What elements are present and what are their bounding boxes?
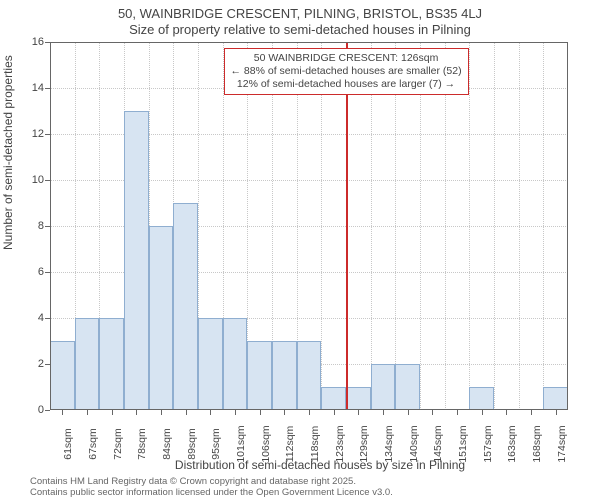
x-tick-label: 174sqm [556,425,568,462]
gridline-v [469,42,470,410]
x-tick-mark [457,410,458,415]
x-tick-mark [136,410,137,415]
histogram-bar [75,318,100,410]
x-tick-mark [358,410,359,415]
histogram-bar [173,203,198,410]
y-tick-label: 0 [38,404,44,416]
x-tick-mark [210,410,211,415]
y-tick-label: 16 [32,36,44,48]
y-tick-mark [45,134,50,135]
y-tick-mark [45,88,50,89]
y-tick-label: 14 [32,82,44,94]
x-tick-mark [556,410,557,415]
x-tick-label: 112sqm [284,426,296,463]
gridline-v [395,42,396,410]
x-tick-label: 101sqm [235,425,247,462]
y-tick-label: 2 [38,358,44,370]
x-tick-mark [506,410,507,415]
x-tick-mark [161,410,162,415]
x-tick-label: 84sqm [161,428,173,460]
x-tick-label: 123sqm [334,425,346,462]
x-tick-label: 134sqm [383,425,395,462]
gridline-v [445,42,446,410]
x-tick-mark [408,410,409,415]
x-tick-mark [284,410,285,415]
y-tick-mark [45,42,50,43]
x-tick-mark [432,410,433,415]
y-axis-label: Number of semi-detached properties [1,55,15,250]
footer-line1: Contains HM Land Registry data © Crown c… [30,476,393,487]
callout-line1: 50 WAINBRIDGE CRESCENT: 126sqm [231,52,462,65]
x-tick-mark [186,410,187,415]
x-tick-mark [482,410,483,415]
histogram-bar [247,341,272,410]
x-tick-label: 145sqm [432,425,444,462]
x-tick-label: 61sqm [62,428,74,460]
x-tick-mark [383,410,384,415]
chart-footer: Contains HM Land Registry data © Crown c… [30,476,393,498]
histogram-bar [371,364,396,410]
y-tick-label: 12 [32,128,44,140]
x-tick-label: 78sqm [136,428,148,460]
x-tick-mark [112,410,113,415]
marker-line [346,42,348,410]
x-tick-label: 151sqm [457,425,469,462]
histogram-bar [395,364,420,410]
y-tick-label: 6 [38,266,44,278]
histogram-bar [543,387,568,410]
callout-line3: 12% of semi-detached houses are larger (… [231,78,462,91]
x-tick-label: 72sqm [112,428,124,460]
x-tick-label: 67sqm [87,428,99,460]
histogram-bar [149,226,174,410]
y-tick-mark [45,272,50,273]
x-tick-label: 163sqm [506,425,518,462]
x-tick-label: 95sqm [210,428,222,460]
histogram-bar [198,318,223,410]
histogram-bar [469,387,494,410]
gridline-v [321,42,322,410]
gridline-v [420,42,421,410]
histogram-bar [346,387,371,410]
x-tick-label: 89sqm [186,428,198,460]
x-tick-mark [87,410,88,415]
y-tick-label: 4 [38,312,44,324]
histogram-bar [124,111,149,410]
y-tick-label: 8 [38,220,44,232]
x-tick-mark [62,410,63,415]
callout-line2: ← 88% of semi-detached houses are smalle… [231,65,462,78]
y-tick-mark [45,226,50,227]
histogram-bar [99,318,124,410]
histogram-bar [321,387,346,410]
y-tick-mark [45,180,50,181]
chart-title-line2: Size of property relative to semi-detach… [0,22,600,38]
x-tick-label: 118sqm [309,426,321,463]
x-tick-mark [334,410,335,415]
x-tick-label: 140sqm [408,425,420,462]
x-tick-mark [260,410,261,415]
y-tick-mark [45,318,50,319]
x-tick-label: 168sqm [531,425,543,462]
y-tick-mark [45,410,50,411]
x-tick-label: 157sqm [482,425,494,462]
gridline-v [543,42,544,410]
x-tick-mark [235,410,236,415]
histogram-bar [50,341,75,410]
histogram-bar [223,318,248,410]
histogram-bar [272,341,297,410]
plot-area: 024681012141661sqm67sqm72sqm78sqm84sqm89… [50,42,568,410]
gridline-v [371,42,372,410]
footer-line2: Contains public sector information licen… [30,487,393,498]
chart-title-line1: 50, WAINBRIDGE CRESCENT, PILNING, BRISTO… [0,6,600,22]
gridline-v [519,42,520,410]
histogram-bar [297,341,322,410]
x-tick-label: 129sqm [358,425,370,462]
x-tick-mark [309,410,310,415]
x-tick-mark [531,410,532,415]
x-tick-label: 106sqm [260,425,272,462]
gridline-v [494,42,495,410]
y-tick-label: 10 [32,174,44,186]
chart-container: 50, WAINBRIDGE CRESCENT, PILNING, BRISTO… [0,0,600,500]
callout-box: 50 WAINBRIDGE CRESCENT: 126sqm← 88% of s… [224,48,469,95]
